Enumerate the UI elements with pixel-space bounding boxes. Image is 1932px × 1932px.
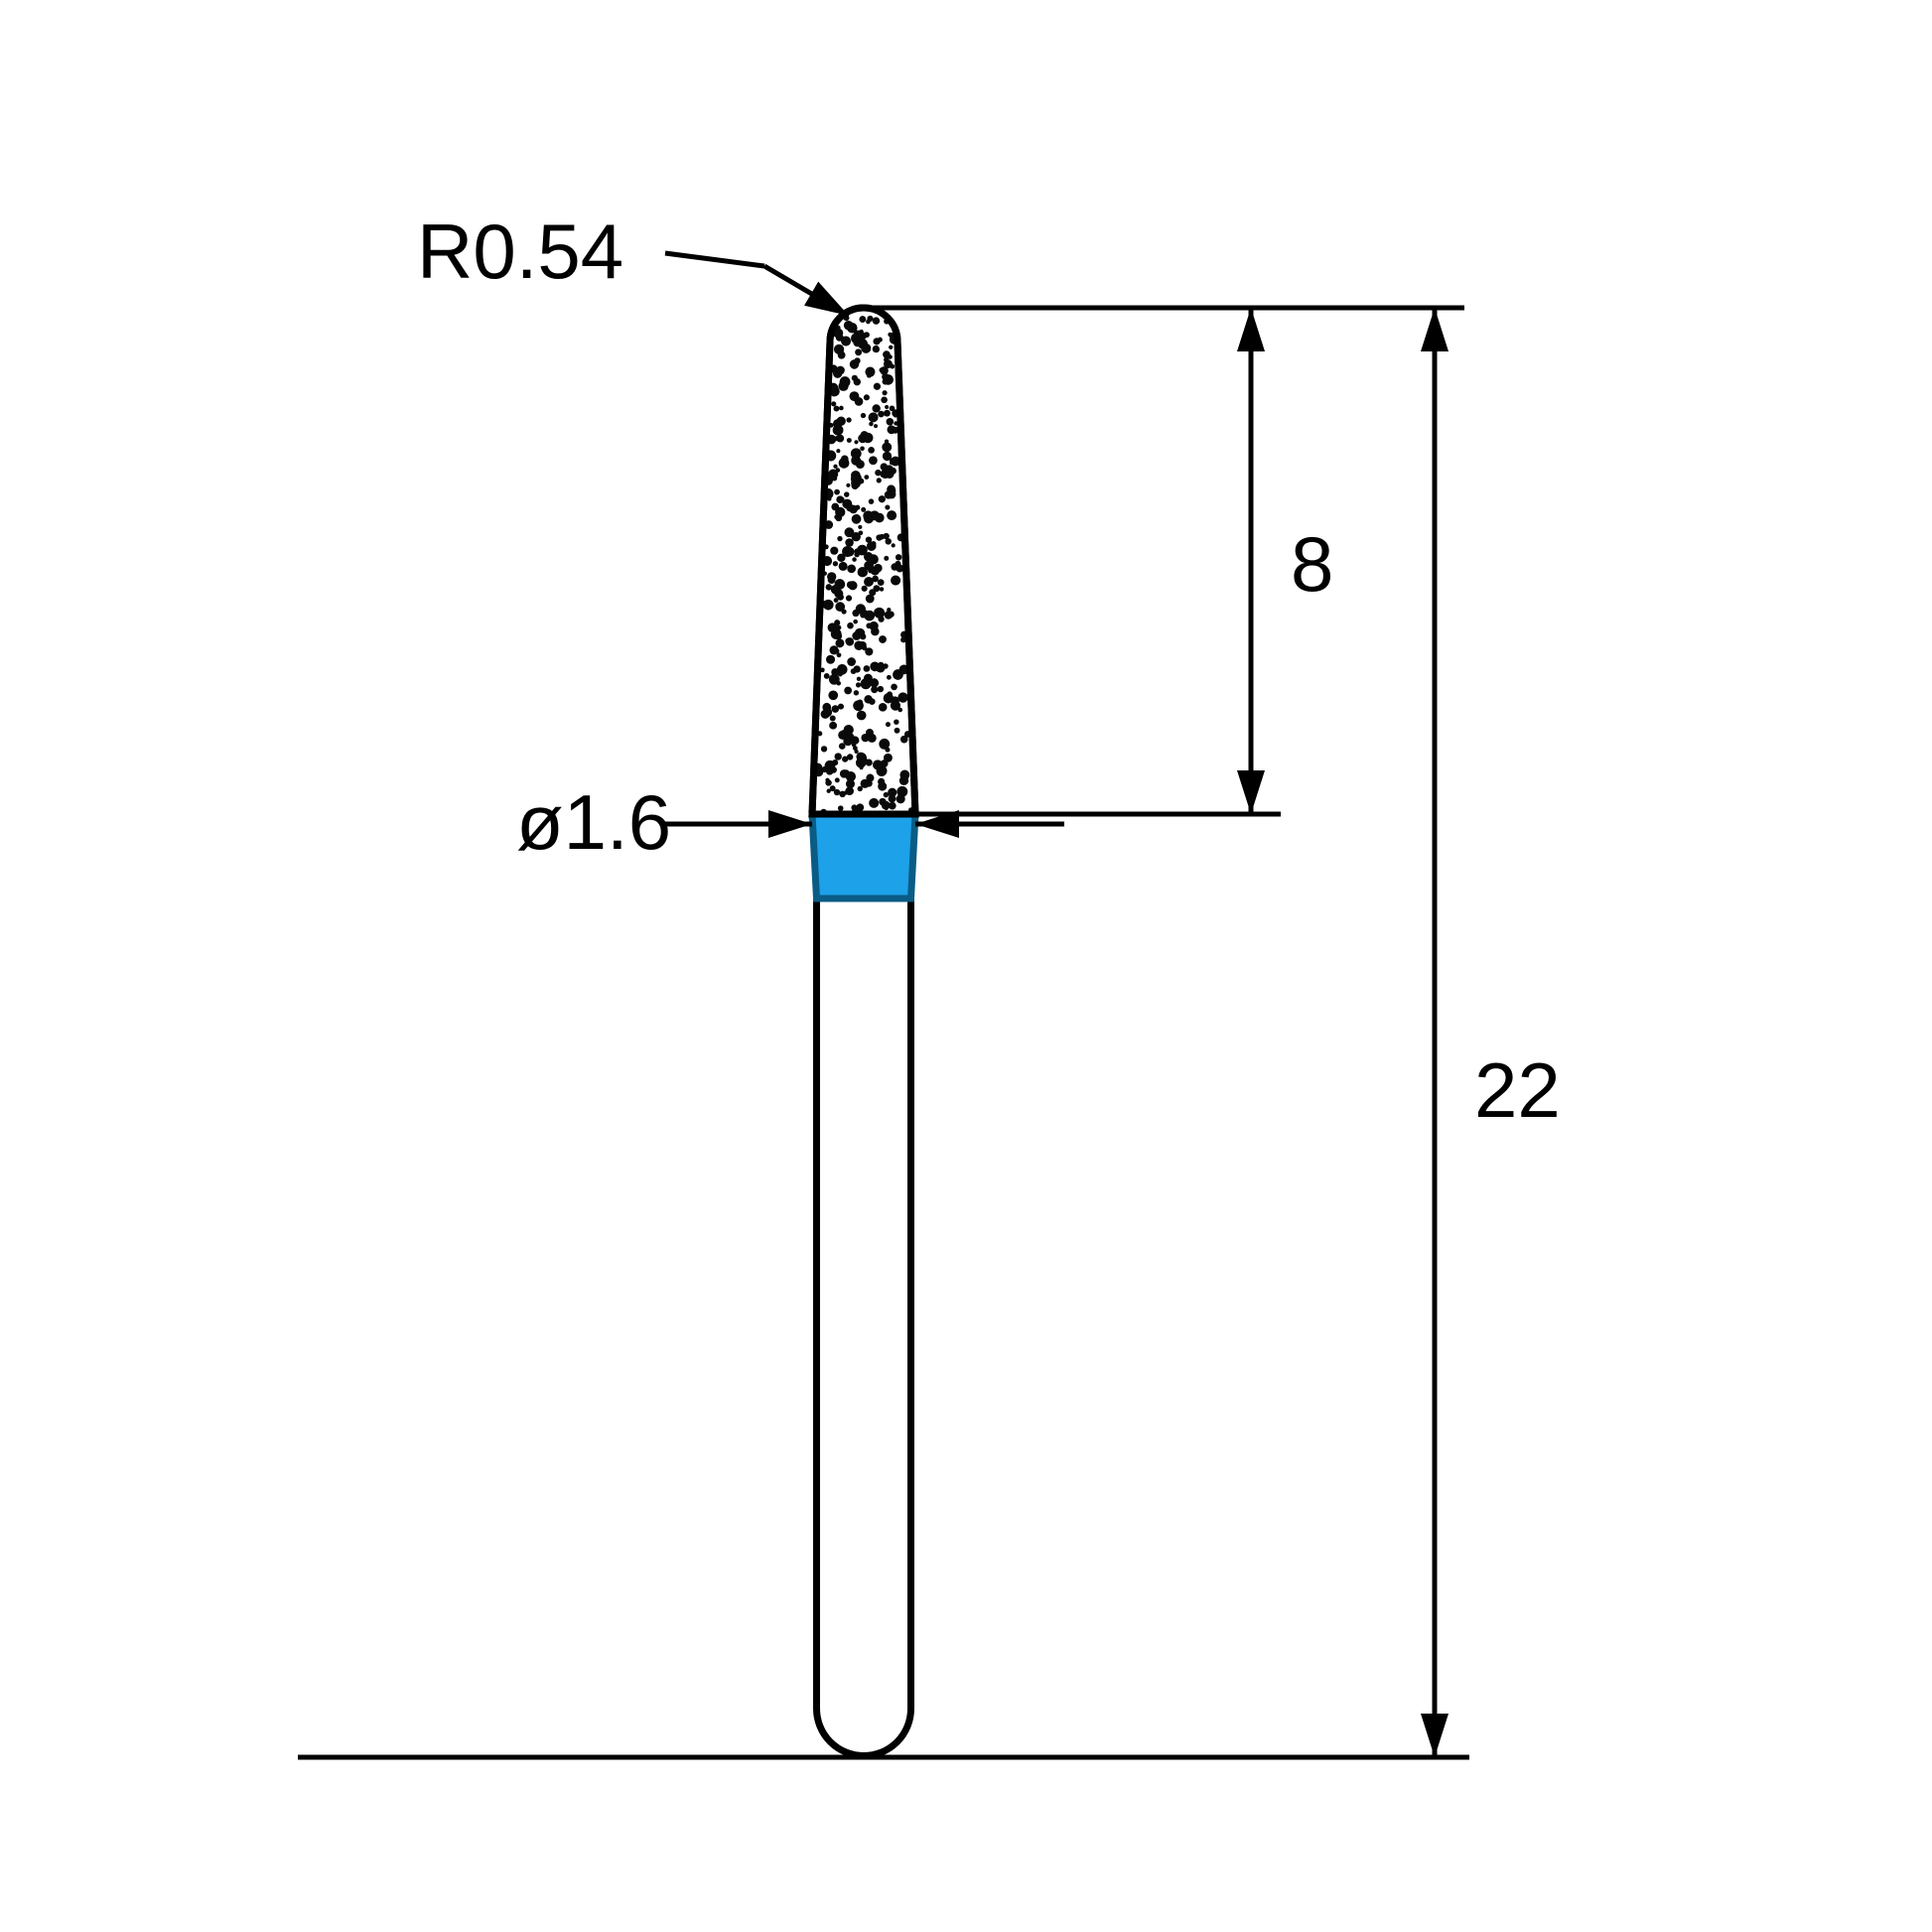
- grit-head: [812, 308, 915, 818]
- dim-label-head-length: 8: [1291, 520, 1333, 608]
- shank-body: [817, 898, 911, 1755]
- dim-label-radius: R0.54: [417, 207, 623, 295]
- radius-leader-h: [665, 253, 764, 266]
- dim-label-diameter: ø1.6: [516, 778, 671, 866]
- technical-drawing: 22 8 ø1.6 R0.54: [0, 0, 1932, 1932]
- dim-label-total-length: 22: [1474, 1046, 1561, 1134]
- color-band: [812, 814, 915, 898]
- radius-leader-arrow: [764, 266, 849, 316]
